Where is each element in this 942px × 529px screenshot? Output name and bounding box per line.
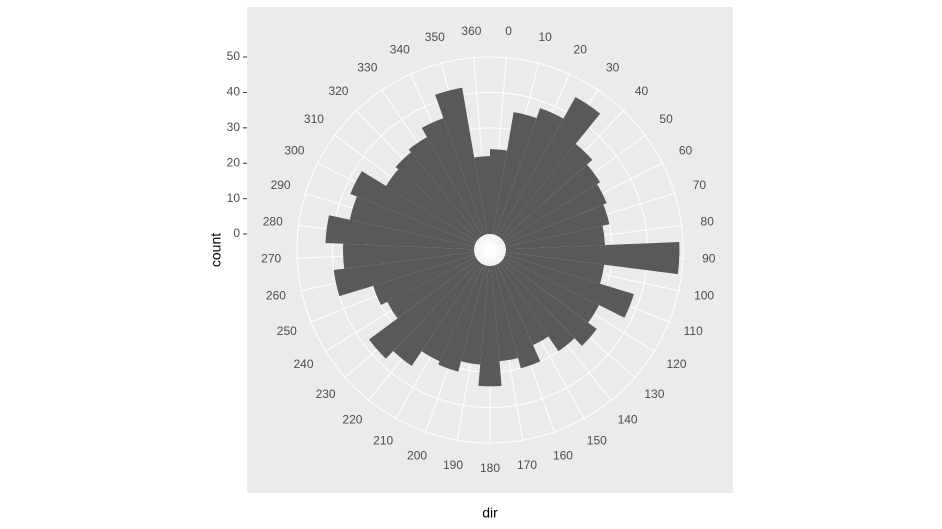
bar [495,108,564,237]
x-tick-label: 360 [461,24,481,38]
x-tick-label: 150 [587,433,607,447]
bar [385,169,479,242]
bar [325,215,475,250]
bar [494,264,541,369]
bar [503,184,607,245]
x-tick-label: 60 [679,144,693,158]
bar [501,164,601,242]
bar [497,96,601,238]
x-tick-label: 180 [480,461,500,475]
bar [373,254,476,305]
bar [496,263,549,346]
bar [504,254,634,318]
bar [333,252,475,297]
x-tick-label: 320 [328,84,348,98]
x-tick-label: 330 [357,61,377,75]
bar [408,137,483,238]
bar [505,252,605,284]
y-tick-label: 20 [227,155,241,169]
x-tick-label: 160 [553,449,573,463]
bar [393,261,482,366]
bar [502,257,600,323]
x-tick-label: 200 [407,449,427,463]
x-tick-label: 130 [644,387,664,401]
x-tick-label: 80 [701,214,715,228]
x-tick-label: 190 [443,458,463,472]
x-tick-label: 30 [606,61,620,75]
y-axis-title: count [208,233,224,267]
x-tick-label: 310 [304,112,324,126]
bar [421,118,485,237]
bar [369,259,479,359]
bar [505,225,605,250]
x-tick-label: 40 [635,84,649,98]
y-tick-label: 50 [227,49,241,63]
x-tick-label: 0 [505,24,512,38]
bar [490,149,508,235]
bar [387,257,478,319]
x-tick-label: 140 [618,413,638,427]
bar [500,143,593,240]
x-tick-label: 50 [659,112,673,126]
x-tick-label: 210 [373,433,393,447]
bar [505,241,680,275]
x-tick-label: 340 [390,43,410,57]
bar [395,152,480,240]
bar [492,112,537,235]
bar [349,196,476,247]
x-tick-label: 290 [271,178,291,192]
bar [435,87,488,235]
bar [474,156,490,235]
x-tick-label: 230 [316,387,336,401]
bar [343,243,475,269]
x-tick-label: 20 [574,43,588,57]
x-axis-title: dir [482,505,498,521]
y-tick-label: 30 [227,120,241,134]
x-tick-label: 260 [266,288,286,302]
y-tick-label: 10 [227,191,241,205]
x-tick-label: 70 [693,178,707,192]
x-tick-label: 100 [694,288,714,302]
x-tick-label: 170 [517,458,537,472]
x-tick-label: 240 [293,357,313,371]
bar [501,259,597,346]
x-tick-label: 280 [263,214,283,228]
bar [421,263,484,362]
y-tick-label: 40 [227,85,241,99]
bar [438,264,486,372]
x-tick-label: 300 [284,144,304,158]
x-tick-label: 350 [425,30,445,44]
y-tick-label: 0 [233,226,240,240]
bar [498,261,575,352]
x-tick-label: 90 [702,251,716,265]
bar [478,265,502,387]
x-tick-label: 120 [666,357,686,371]
x-tick-label: 10 [539,30,553,44]
bar [461,265,489,365]
x-tick-label: 220 [342,413,362,427]
bar [491,265,519,362]
x-tick-label: 110 [684,324,703,338]
x-tick-label: 270 [261,251,281,265]
bar [350,171,477,245]
x-tick-label: 250 [277,324,297,338]
bar [504,204,610,247]
